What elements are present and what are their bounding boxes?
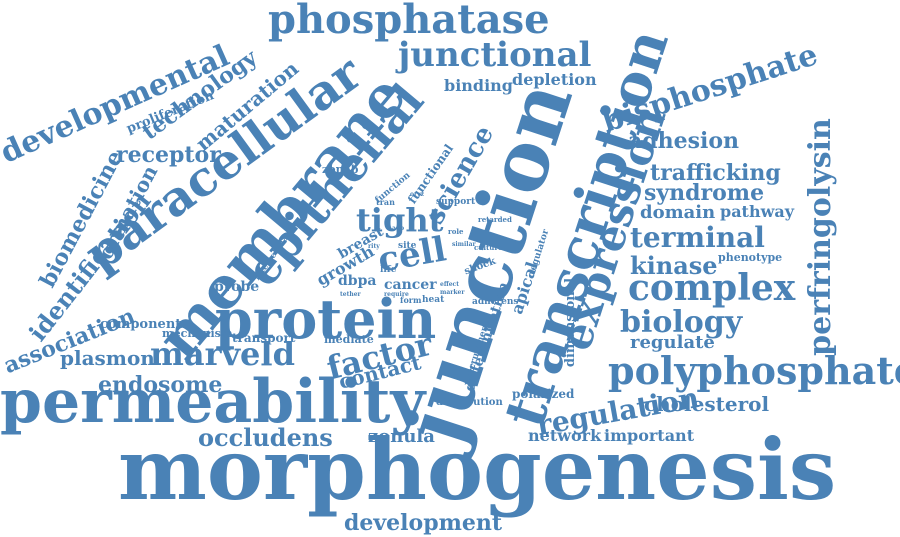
word-retarded: retarded — [478, 215, 512, 224]
word-tran: tran — [376, 197, 395, 207]
word-pathway: pathway — [720, 202, 795, 221]
word-morphogenesis: morphogenesis — [118, 420, 837, 519]
word-distribution: distribution — [436, 397, 503, 408]
word-rity: rity — [368, 243, 380, 250]
word-trafficking: trafficking — [650, 160, 781, 186]
word-terminal: terminal — [630, 221, 765, 254]
word-dimensional: dimensional — [563, 277, 579, 368]
word-occludens: occludens — [198, 423, 333, 452]
word-tether: tether — [340, 291, 361, 298]
word-dbpa: dbpa — [338, 273, 377, 289]
word-junctional: junctional — [398, 35, 592, 75]
word-effect: effect — [440, 281, 459, 288]
word-mechanism: mechanism — [162, 327, 233, 340]
word-kinase: kinase — [630, 251, 718, 280]
word-protein: protein — [215, 287, 437, 351]
word-oryz: oryz — [410, 191, 425, 198]
word-require: require — [384, 291, 409, 298]
word-plasmon: plasmon — [60, 346, 155, 370]
word-regulate: regulate — [630, 332, 715, 353]
word-network: network — [528, 426, 602, 445]
word-form: form — [400, 295, 422, 305]
word-development: development — [344, 510, 503, 536]
word-probe: probe — [214, 279, 260, 295]
word-adhesion: adhesion — [628, 128, 740, 154]
word-permeability: permeability — [0, 367, 426, 437]
word-culture: culture — [474, 243, 503, 252]
word-biology: biology — [620, 305, 743, 340]
word-important: important — [604, 426, 695, 445]
word-marker: marker — [440, 289, 465, 296]
word-cholesterol: cholesterol — [644, 392, 770, 416]
word-perfringolysin: perfringolysin — [802, 118, 838, 356]
word-complex: complex — [628, 267, 796, 309]
word-ago: ago — [392, 225, 405, 232]
word-role: role — [448, 227, 464, 236]
word-site: site — [398, 241, 417, 251]
word-marveld: marveld — [150, 335, 295, 373]
word-polyphosphate: polyphosphate — [608, 348, 900, 393]
word-component: component — [100, 317, 182, 332]
word-zonab: zonab — [322, 163, 359, 176]
word-similar: similar — [452, 241, 476, 248]
word-phenotype: phenotype — [718, 251, 783, 264]
word-support: support — [436, 197, 476, 207]
word-heat: heat — [422, 295, 445, 305]
word-syndrome: syndrome — [644, 180, 765, 206]
word-receptor: receptor — [116, 142, 221, 168]
word-mediate: mediate — [324, 333, 374, 346]
word-tight: tight — [356, 201, 444, 239]
word-transport: transport — [232, 331, 296, 345]
word-polarized: polarized — [512, 387, 575, 401]
word-life: life — [380, 265, 397, 275]
word-zonula: zonula — [368, 426, 435, 447]
word-endosome: endosome — [98, 372, 223, 398]
word-domain: domain — [640, 202, 716, 223]
word-depletion: depletion — [512, 70, 597, 89]
word-binding: binding — [444, 76, 513, 95]
word-adherens: adherens — [472, 297, 519, 307]
word-phosphatase: phosphatase — [268, 0, 550, 43]
word-cancer: cancer — [384, 277, 437, 293]
